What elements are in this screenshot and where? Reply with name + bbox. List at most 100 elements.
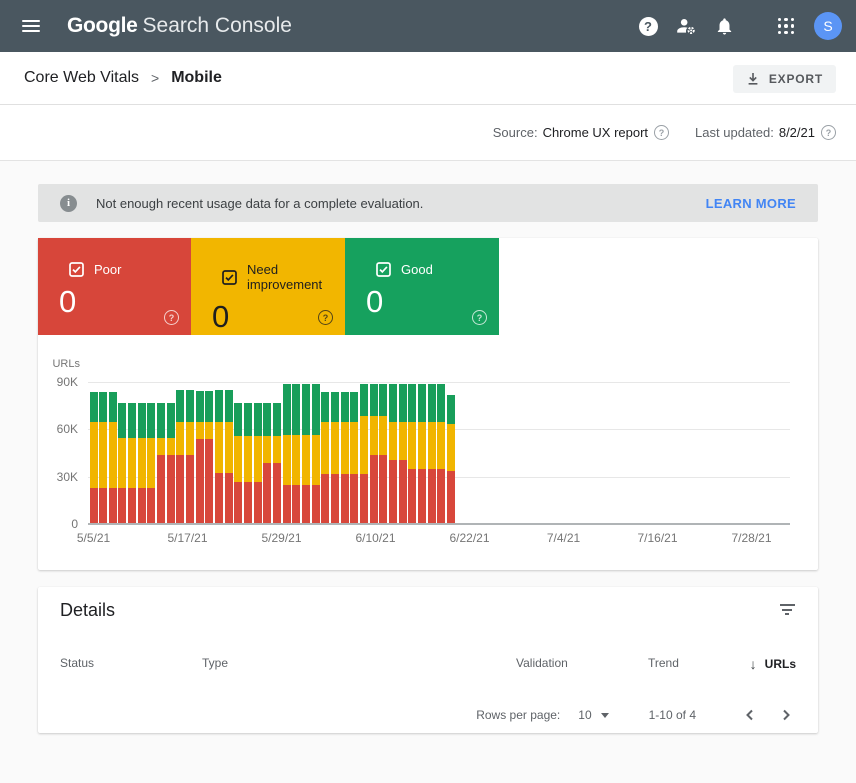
checkbox-checked-icon[interactable] xyxy=(222,270,237,285)
bar-segment-poor xyxy=(138,488,146,523)
stacked-bar xyxy=(176,390,184,523)
stacked-bar xyxy=(118,403,126,523)
x-tick-label: 5/17/21 xyxy=(148,531,228,545)
updated-help-icon[interactable]: ? xyxy=(821,125,836,140)
apps-grid-button[interactable] xyxy=(774,14,798,38)
y-tick-label: 0 xyxy=(38,517,78,531)
next-page-button[interactable] xyxy=(774,703,798,727)
stacked-bar xyxy=(283,384,291,523)
bar-segment-need-improvement xyxy=(360,416,368,474)
column-header-validation[interactable]: Validation xyxy=(516,656,568,670)
sort-arrow-down-icon: ↓ xyxy=(750,656,757,672)
bar-segment-need-improvement xyxy=(437,422,445,469)
summary-card-poor[interactable]: Poor0? xyxy=(38,238,191,335)
bar-segment-poor xyxy=(350,474,358,523)
logo-google: Google xyxy=(67,14,138,37)
menu-icon[interactable] xyxy=(22,20,40,32)
pagination-range: 1-10 of 4 xyxy=(649,708,696,722)
details-title: Details xyxy=(60,600,115,621)
stacked-bar xyxy=(389,384,397,523)
bar-segment-poor xyxy=(428,469,436,523)
bar-segment-need-improvement xyxy=(196,422,204,439)
checkbox-checked-icon[interactable] xyxy=(376,262,391,277)
source-help-icon[interactable]: ? xyxy=(654,125,669,140)
prev-page-button[interactable] xyxy=(738,703,762,727)
bar-segment-good xyxy=(341,392,349,422)
chart-panel: Poor0?Need improvement0?Good0? URLs 90K6… xyxy=(38,238,818,570)
bar-segment-good xyxy=(128,403,136,438)
rows-per-page-value: 10 xyxy=(578,708,591,722)
banner-message: Not enough recent usage data for a compl… xyxy=(96,196,423,211)
bar-segment-poor xyxy=(273,463,281,523)
user-gear-icon xyxy=(675,15,697,37)
card-help-icon[interactable]: ? xyxy=(164,310,179,325)
column-header-urls[interactable]: ↓URLs xyxy=(750,656,796,672)
summary-card-need-improvement[interactable]: Need improvement0? xyxy=(191,238,345,335)
app-logo: GoogleSearch Console xyxy=(67,14,292,38)
column-header-type[interactable]: Type xyxy=(202,656,228,670)
bar-segment-need-improvement xyxy=(128,438,136,488)
filter-icon[interactable] xyxy=(778,604,796,618)
rows-per-page-select[interactable]: 10 xyxy=(578,708,608,722)
bar-segment-poor xyxy=(186,455,194,523)
x-tick-label: 7/28/21 xyxy=(712,531,792,545)
y-tick-label: 90K xyxy=(38,375,78,389)
bar-segment-poor xyxy=(234,482,242,523)
chevron-right-icon xyxy=(778,707,794,723)
bar-segment-good xyxy=(399,384,407,422)
bar-segment-need-improvement xyxy=(428,422,436,469)
bar-segment-poor xyxy=(360,474,368,523)
card-help-icon[interactable]: ? xyxy=(318,310,333,325)
account-avatar[interactable]: S xyxy=(814,12,842,40)
bar-segment-need-improvement xyxy=(118,438,126,488)
bar-segment-poor xyxy=(370,455,378,523)
bar-segment-good xyxy=(176,390,184,422)
bar-segment-need-improvement xyxy=(225,422,233,472)
bar-segment-poor xyxy=(389,460,397,523)
bar-segment-poor xyxy=(157,455,165,523)
bar-segment-need-improvement xyxy=(90,422,98,488)
export-button[interactable]: EXPORT xyxy=(733,65,836,93)
bar-segment-good xyxy=(447,395,455,423)
bar-segment-need-improvement xyxy=(273,436,281,463)
info-banner: i Not enough recent usage data for a com… xyxy=(38,184,818,222)
bar-segment-poor xyxy=(379,455,387,523)
bar-segment-good xyxy=(147,403,155,438)
stacked-bar xyxy=(254,403,262,523)
card-help-icon[interactable]: ? xyxy=(472,310,487,325)
stacked-bar xyxy=(331,392,339,523)
x-tick-label: 6/22/21 xyxy=(430,531,510,545)
bar-segment-good xyxy=(186,390,194,422)
bar-segment-poor xyxy=(292,485,300,523)
column-header-status[interactable]: Status xyxy=(60,656,94,670)
stacked-bar xyxy=(225,390,233,523)
stacked-bar xyxy=(234,403,242,523)
bar-segment-need-improvement xyxy=(205,422,213,439)
stacked-bar xyxy=(99,392,107,523)
bar-segment-good xyxy=(167,403,175,438)
help-button[interactable]: ? xyxy=(636,14,660,38)
rows-per-page-label: Rows per page: xyxy=(476,708,560,722)
app-bar: GoogleSearch Console ? S xyxy=(0,0,856,52)
bell-icon xyxy=(715,17,734,36)
bar-segment-good xyxy=(138,403,146,438)
stacked-bar xyxy=(186,390,194,523)
manage-users-button[interactable] xyxy=(674,14,698,38)
bar-segment-good xyxy=(215,390,223,422)
column-header-trend[interactable]: Trend xyxy=(648,656,679,670)
bar-segment-need-improvement xyxy=(379,416,387,455)
breadcrumb-section[interactable]: Core Web Vitals xyxy=(24,69,139,87)
learn-more-link[interactable]: LEARN MORE xyxy=(706,196,796,211)
bar-segment-need-improvement xyxy=(263,436,271,463)
notifications-button[interactable] xyxy=(712,14,736,38)
checkbox-checked-icon[interactable] xyxy=(69,262,84,277)
bar-segment-need-improvement xyxy=(215,422,223,472)
stacked-bar xyxy=(321,392,329,523)
bar-segment-good xyxy=(408,384,416,422)
stacked-bar xyxy=(370,384,378,523)
bar-segment-poor xyxy=(254,482,262,523)
bar-segment-poor xyxy=(312,485,320,523)
stacked-bar xyxy=(196,391,204,524)
bar-segment-need-improvement xyxy=(99,422,107,488)
summary-card-good[interactable]: Good0? xyxy=(345,238,499,335)
